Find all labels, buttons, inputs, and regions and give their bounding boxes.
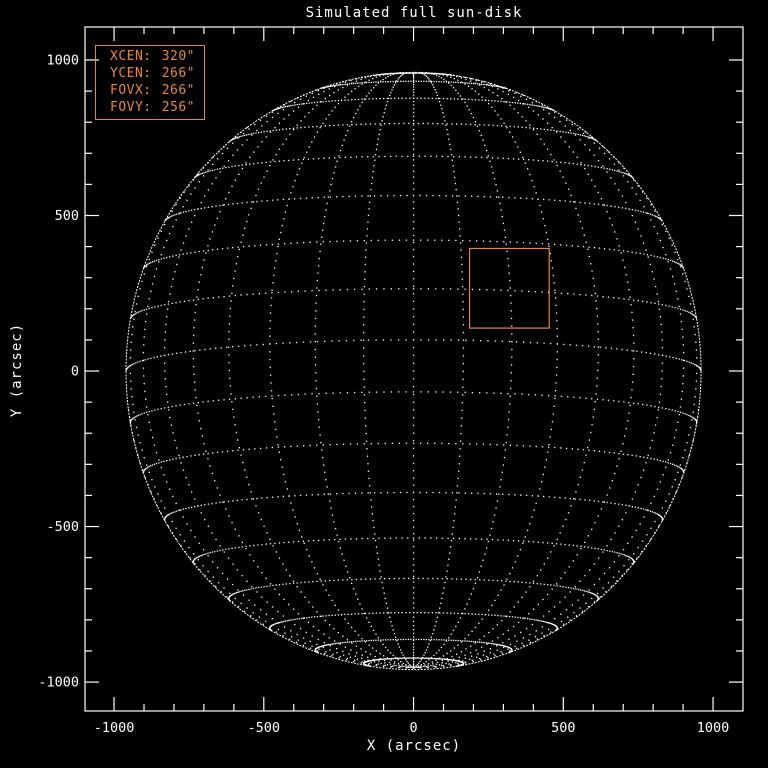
x-tick-label: 1000	[697, 720, 730, 736]
axis-ticks	[85, 27, 743, 711]
legend-label-fovy: FOVY:	[110, 99, 152, 115]
legend-label-fovx: FOVX:	[110, 82, 152, 98]
legend-row-fovy: FOVY: 256"	[110, 100, 195, 116]
y-tick-label: 1000	[46, 52, 79, 68]
y-tick-label: -500	[46, 519, 79, 535]
y-tick-label: 500	[55, 208, 79, 224]
legend-row-xcen: XCEN: 320"	[110, 49, 195, 65]
fov-legend: XCEN: 320" YCEN: 266" FOVX: 266" FOVY: 2…	[95, 45, 205, 120]
y-axis-label: Y (arcsec)	[9, 322, 25, 418]
legend-label-ycen: YCEN:	[110, 66, 152, 82]
x-tick-label: -1000	[94, 720, 135, 736]
y-tick-label: -1000	[38, 675, 79, 691]
tick-labels: -1000 -500 0 500 1000 -1000 -500 0 500 1000	[38, 52, 729, 736]
chart-title: Simulated full sun-disk	[305, 5, 523, 21]
legend-value-fovx: 266"	[161, 82, 195, 98]
y-tick-label: 0	[71, 364, 79, 380]
legend-label-xcen: XCEN:	[110, 49, 152, 65]
x-tick-label: 0	[409, 720, 417, 736]
x-axis-label: X (arcsec)	[366, 738, 462, 754]
legend-row-ycen: YCEN: 266"	[110, 66, 195, 82]
legend-row-fovx: FOVX: 266"	[110, 83, 195, 99]
legend-value-xcen: 320"	[161, 49, 195, 65]
sun-grid-dots	[125, 71, 702, 669]
solar-limb	[125, 71, 702, 671]
x-tick-label: 500	[551, 720, 575, 736]
fov-rectangle	[468, 247, 550, 329]
legend-value-fovy: 256"	[161, 99, 195, 115]
x-tick-label: -500	[248, 720, 281, 736]
legend-value-ycen: 266"	[161, 66, 195, 82]
